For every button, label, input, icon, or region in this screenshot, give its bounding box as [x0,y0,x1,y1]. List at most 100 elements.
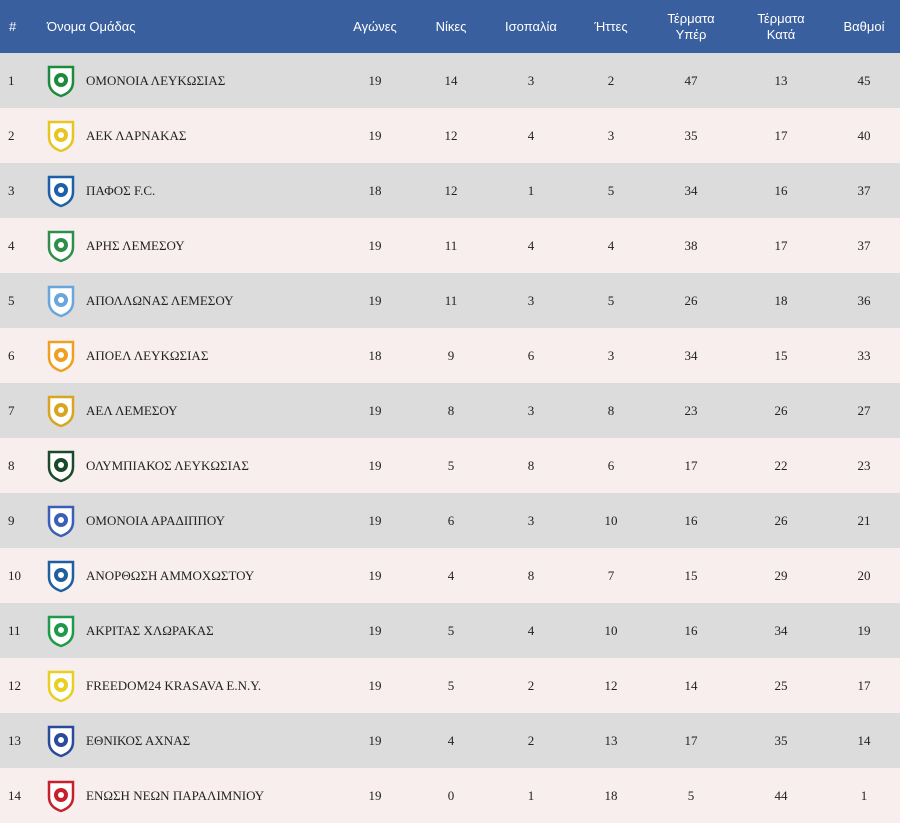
points-cell: 27 [857,402,871,418]
team-cell[interactable]: ΑΕΚ ΛΑΡΝΑΚΑΣ [46,108,336,163]
team-name: ΑΕΚ ΛΑΡΝΑΚΑΣ [86,127,187,143]
rank-cell: 6 [8,347,15,363]
team-cell[interactable]: ΑΠΟΕΛ ΛΕΥΚΩΣΙΑΣ [46,328,336,383]
akritas-crest-icon [46,614,76,648]
wins-cell: 5 [447,622,455,638]
team-cell[interactable]: ΑΕΛ ΛΕΜΕΣΟΥ [46,383,336,438]
goals-against-cell: 26 [774,512,788,528]
goals-for-cell: 38 [684,237,698,253]
points-cell: 17 [857,677,871,693]
table-row[interactable]: 8 ΟΛΥΜΠΙΑΚΟΣ ΛΕΥΚΩΣΙΑΣ 19 5 8 6 17 22 23 [0,438,900,493]
team-cell[interactable]: ΠΑΦΟΣ F.C. [46,163,336,218]
wins-cell: 5 [447,457,455,473]
points-cell: 23 [857,457,871,473]
wins-cell: 11 [444,292,458,308]
played-cell: 19 [368,512,382,528]
header-goals-for: Τέρματα Υπέρ [650,0,732,53]
goals-against-cell: 17 [774,127,788,143]
losses-cell: 12 [604,677,618,693]
draws-cell: 1 [527,182,535,198]
team-cell[interactable]: ΕΘΝΙΚΟΣ ΑΧΝΑΣ [46,713,336,768]
draws-cell: 8 [527,457,535,473]
losses-cell: 3 [607,127,615,143]
rank-cell: 7 [8,402,15,418]
points-cell: 19 [857,622,871,638]
goals-against-cell: 18 [774,292,788,308]
wins-cell: 8 [447,402,455,418]
goals-against-cell: 13 [774,72,788,88]
rank-cell: 12 [8,677,21,693]
team-name: ΟΛΥΜΠΙΑΚΟΣ ΛΕΥΚΩΣΙΑΣ [86,457,249,473]
losses-cell: 5 [607,182,615,198]
team-cell[interactable]: ΑΝΟΡΘΩΣΗ ΑΜΜΟΧΩΣΤΟΥ [46,548,336,603]
team-cell[interactable]: ΟΜΟΝΟΙΑ ΑΡΑΔΙΠΠΟΥ [46,493,336,548]
team-cell[interactable]: ΑΡΗΣ ΛΕΜΕΣΟΥ [46,218,336,273]
played-cell: 19 [368,292,382,308]
team-name: ΑΕΛ ΛΕΜΕΣΟΥ [86,402,178,418]
team-cell[interactable]: FREEDOM24 KRASAVA E.N.Y. [46,658,336,713]
points-cell: 14 [857,732,871,748]
goals-for-cell: 23 [684,402,698,418]
olympiakos-crest-icon [46,449,76,483]
header-losses: Ήττες [594,18,628,34]
table-row[interactable]: 13 ΕΘΝΙΚΟΣ ΑΧΝΑΣ 19 4 2 13 17 35 14 [0,713,900,768]
played-cell: 18 [368,182,382,198]
table-row[interactable]: 12 FREEDOM24 KRASAVA E.N.Y. 19 5 2 12 14 25 17 [0,658,900,713]
table-row[interactable]: 7 ΑΕΛ ΛΕΜΕΣΟΥ 19 8 3 8 23 26 27 [0,383,900,438]
team-name: ΟΜΟΝΟΙΑ ΑΡΑΔΙΠΠΟΥ [86,512,226,528]
table-row[interactable]: 3 ΠΑΦΟΣ F.C. 18 12 1 5 34 16 37 [0,163,900,218]
header-team: Όνομα Ομάδας [47,18,136,34]
aek-crest-icon [46,119,76,153]
team-cell[interactable]: ΟΜΟΝΟΙΑ ΛΕΥΚΩΣΙΑΣ [46,53,336,108]
table-row[interactable]: 5 ΑΠΟΛΛΩΝΑΣ ΛΕΜΕΣΟΥ 19 11 3 5 26 18 36 [0,273,900,328]
team-cell[interactable]: ΑΚΡΙΤΑΣ ΧΛΩΡΑΚΑΣ [46,603,336,658]
table-row[interactable]: 2 ΑΕΚ ΛΑΡΝΑΚΑΣ 19 12 4 3 35 17 40 [0,108,900,163]
table-row[interactable]: 10 ΑΝΟΡΘΩΣΗ ΑΜΜΟΧΩΣΤΟΥ 19 4 8 7 15 29 20 [0,548,900,603]
played-cell: 19 [368,787,382,803]
goals-for-cell: 34 [684,182,698,198]
table-row[interactable]: 6 ΑΠΟΕΛ ΛΕΥΚΩΣΙΑΣ 18 9 6 3 34 15 33 [0,328,900,383]
ethnikos-crest-icon [46,724,76,758]
goals-against-cell: 15 [774,347,788,363]
played-cell: 19 [368,457,382,473]
team-name: ΟΜΟΝΟΙΑ ΛΕΥΚΩΣΙΑΣ [86,72,226,88]
team-cell[interactable]: ΟΛΥΜΠΙΑΚΟΣ ΛΕΥΚΩΣΙΑΣ [46,438,336,493]
goals-for-cell: 35 [684,127,698,143]
team-cell[interactable]: ΕΝΩΣΗ ΝΕΩΝ ΠΑΡΑΛΙΜΝΙΟΥ [46,768,336,823]
header-goals-against: Τέρματα Κατά [740,0,822,53]
goals-for-cell: 14 [684,677,698,693]
table-body: 1 ΟΜΟΝΟΙΑ ΛΕΥΚΩΣΙΑΣ 19 14 3 2 47 13 45 2 ΑΕΚ ΛΑΡΝΑ… [0,53,900,823]
team-name: FREEDOM24 KRASAVA E.N.Y. [86,677,262,693]
points-cell: 40 [857,127,871,143]
goals-against-cell: 35 [774,732,788,748]
team-name: ΕΘΝΙΚΟΣ ΑΧΝΑΣ [86,732,191,748]
losses-cell: 7 [607,567,615,583]
goals-against-cell: 22 [774,457,788,473]
rank-cell: 3 [8,182,15,198]
table-row[interactable]: 11 ΑΚΡΙΤΑΣ ΧΛΩΡΑΚΑΣ 19 5 4 10 16 34 19 [0,603,900,658]
rank-cell: 13 [8,732,21,748]
omonoia-crest-icon [46,64,76,98]
draws-cell: 2 [527,677,535,693]
table-row[interactable]: 4 ΑΡΗΣ ΛΕΜΕΣΟΥ 19 11 4 4 38 17 37 [0,218,900,273]
header-goals-against-line2: Κατά [766,26,796,42]
goals-against-cell: 34 [774,622,788,638]
losses-cell: 10 [604,622,618,638]
points-cell: 20 [857,567,871,583]
table-row[interactable]: 9 ΟΜΟΝΟΙΑ ΑΡΑΔΙΠΠΟΥ 19 6 3 10 16 26 21 [0,493,900,548]
team-name: ΕΝΩΣΗ ΝΕΩΝ ΠΑΡΑΛΙΜΝΙΟΥ [86,787,265,803]
team-name: ΑΝΟΡΘΩΣΗ ΑΜΜΟΧΩΣΤΟΥ [86,567,255,583]
header-rank: # [9,18,17,34]
rank-cell: 4 [8,237,15,253]
table-row[interactable]: 1 ΟΜΟΝΟΙΑ ΛΕΥΚΩΣΙΑΣ 19 14 3 2 47 13 45 [0,53,900,108]
apoel-crest-icon [46,339,76,373]
losses-cell: 10 [604,512,618,528]
table-row[interactable]: 14 ΕΝΩΣΗ ΝΕΩΝ ΠΑΡΑΛΙΜΝΙΟΥ 19 0 1 18 5 44 1 [0,768,900,823]
team-name: ΑΡΗΣ ΛΕΜΕΣΟΥ [86,237,185,253]
losses-cell: 8 [607,402,615,418]
played-cell: 18 [368,347,382,363]
played-cell: 19 [368,402,382,418]
header-wins: Νίκες [435,18,467,34]
team-cell[interactable]: ΑΠΟΛΛΩΝΑΣ ΛΕΜΕΣΟΥ [46,273,336,328]
